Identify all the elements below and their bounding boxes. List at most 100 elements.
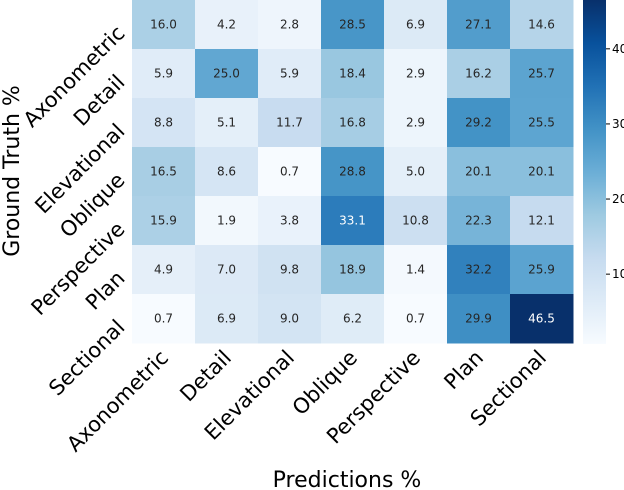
heatmap-cell: [195, 245, 259, 295]
heatmap-cell-label: 16.2: [465, 67, 492, 81]
heatmap-cell: [258, 147, 322, 197]
heatmap-cell: [258, 196, 322, 246]
heatmap-cell: [510, 294, 574, 344]
x-tick-label: Detail: [175, 346, 236, 407]
heatmap-cell: [321, 196, 385, 246]
heatmap-cell: [195, 98, 259, 148]
heatmap-cell-label: 10.8: [402, 214, 429, 228]
heatmap-cell-label: 6.9: [217, 312, 236, 326]
heatmap-cell-label: 22.3: [465, 214, 492, 228]
heatmap-cell-labels: 16.0 4.2 2.8 28.5 6.9 27.1 14.6 5.9 25.0 5.9 18.4 2…: [150, 18, 555, 326]
heatmap-cell-label: 9.0: [280, 312, 299, 326]
heatmap-cell-label: 25.5: [528, 116, 555, 130]
y-axis-tick-labels: AxonometricDetailElevationalObliquePersp…: [19, 21, 130, 400]
heatmap-cell: [510, 245, 574, 295]
heatmap-cell: [384, 245, 448, 295]
heatmap-cell: [258, 0, 322, 50]
heatmap-cell-label: 11.7: [276, 116, 303, 130]
heatmap-cell-label: 25.7: [528, 67, 555, 81]
heatmap-cell: [384, 196, 448, 246]
heatmap-cell: [258, 49, 322, 99]
heatmap-cell: [447, 245, 511, 295]
heatmap-cell-label: 29.2: [465, 116, 492, 130]
heatmap-cell: [321, 49, 385, 99]
heatmap-cell-label: 18.9: [339, 263, 366, 277]
heatmap-cell-label: 7.0: [217, 263, 236, 277]
heatmap-cell: [447, 98, 511, 148]
heatmap-cell-label: 3.8: [280, 214, 299, 228]
heatmap-cell-label: 12.1: [528, 214, 555, 228]
heatmap-cell-label: 25.0: [213, 67, 240, 81]
heatmap-cell-label: 20.1: [528, 165, 555, 179]
heatmap-cell: [132, 294, 196, 344]
heatmap-cell: [258, 294, 322, 344]
heatmap-cell: [510, 147, 574, 197]
colorbar-ticks: 10 20 30 40: [606, 42, 624, 281]
heatmap-cell-label: 25.9: [528, 263, 555, 277]
heatmap-cell: [384, 147, 448, 197]
heatmap-cell: [132, 196, 196, 246]
heatmap-cell-label: 6.9: [406, 18, 425, 32]
heatmap-cell: [510, 49, 574, 99]
heatmap-cell: [195, 49, 259, 99]
heatmap-cell-label: 0.7: [280, 165, 299, 179]
heatmap-cell: [447, 147, 511, 197]
x-axis-tick-labels: Axonometric DetailElevationalObliquePersp…: [62, 346, 551, 457]
heatmap-cell: [510, 0, 574, 50]
y-axis-title: Ground Truth %: [0, 85, 25, 257]
heatmap-cell-label: 0.7: [154, 312, 173, 326]
heatmap-cell: [321, 147, 385, 197]
heatmap-cell: [384, 0, 448, 50]
heatmap-cell: [258, 245, 322, 295]
heatmap-cell-label: 16.0: [150, 18, 177, 32]
heatmap-cell: [132, 0, 196, 50]
heatmap-cell-label: 1.9: [217, 214, 236, 228]
colorbar: [583, 0, 606, 344]
heatmap-cell-label: 20.1: [465, 165, 492, 179]
heatmap-cell-label: 28.5: [339, 18, 366, 32]
heatmap-cell-label: 4.2: [217, 18, 236, 32]
heatmap-cell-label: 5.1: [217, 116, 236, 130]
heatmap-cell: [384, 98, 448, 148]
heatmap-cell-label: 29.9: [465, 312, 492, 326]
heatmap-cell: [132, 98, 196, 148]
heatmap-cell: [447, 196, 511, 246]
heatmap-cell-label: 0.7: [406, 312, 425, 326]
x-tick-label: Plan: [439, 346, 488, 395]
heatmap-cell-label: 16.5: [150, 165, 177, 179]
colorbar-tick-label: 10: [612, 267, 624, 281]
heatmap-cell: [132, 147, 196, 197]
colorbar-tick-label: 30: [612, 117, 624, 131]
heatmap-cell-label: 2.9: [406, 116, 425, 130]
heatmap-cell-label: 18.4: [339, 67, 366, 81]
heatmap-cell-label: 5.9: [280, 67, 299, 81]
heatmap-cell: [195, 196, 259, 246]
heatmap-cells: [132, 0, 574, 344]
heatmap-cell: [510, 196, 574, 246]
heatmap-cell: [132, 49, 196, 99]
heatmap-cell-label: 14.6: [528, 18, 555, 32]
x-axis-title: Predictions %: [273, 468, 422, 490]
heatmap-cell-label: 2.8: [280, 18, 299, 32]
heatmap-cell: [321, 98, 385, 148]
heatmap-cell: [447, 0, 511, 50]
colorbar-tick-label: 20: [612, 192, 624, 206]
heatmap-cell-label: 33.1: [339, 214, 366, 228]
heatmap-cell-label: 9.8: [280, 263, 299, 277]
heatmap-cell-label: 27.1: [465, 18, 492, 32]
heatmap-cell-label: 32.2: [465, 263, 492, 277]
heatmap-cell: [321, 0, 385, 50]
heatmap-cell-label: 5.9: [154, 67, 173, 81]
colorbar-tick-label: 40: [612, 42, 624, 56]
heatmap-cell: [510, 98, 574, 148]
heatmap-cell-label: 1.4: [406, 263, 425, 277]
heatmap-cell-label: 8.8: [154, 116, 173, 130]
heatmap-cell: [447, 294, 511, 344]
heatmap-cell: [384, 49, 448, 99]
heatmap-cell: [195, 294, 259, 344]
heatmap-cell: [132, 245, 196, 295]
heatmap-cell-label: 6.2: [343, 312, 362, 326]
heatmap-cell: [258, 98, 322, 148]
heatmap-cell-label: 15.9: [150, 214, 177, 228]
